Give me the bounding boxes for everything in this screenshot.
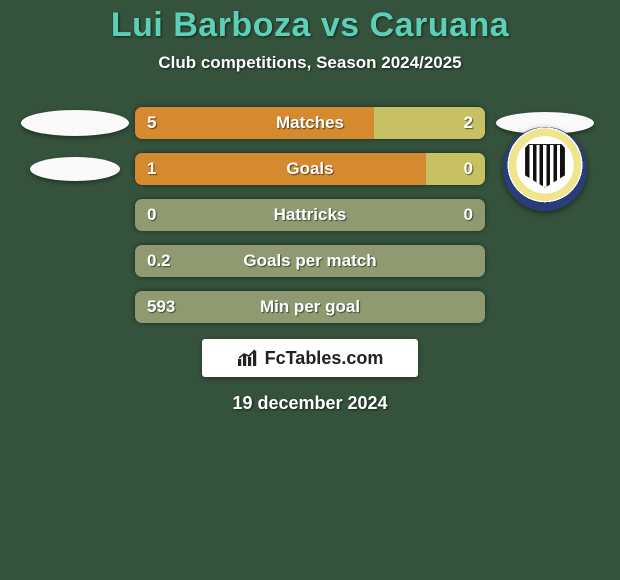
stat-bar: 593 Min per goal bbox=[135, 291, 485, 323]
date-text: 19 december 2024 bbox=[0, 393, 620, 414]
stat-bar: 0.2 Goals per match bbox=[135, 245, 485, 277]
stat-label: Goals bbox=[135, 153, 485, 185]
stat-right-value: 0 bbox=[464, 199, 473, 231]
stat-bar: 5 Matches 2 bbox=[135, 107, 485, 139]
stat-right-value: 2 bbox=[464, 107, 473, 139]
spacer bbox=[15, 245, 135, 277]
stat-label: Min per goal bbox=[135, 291, 485, 323]
stat-label: Hattricks bbox=[135, 199, 485, 231]
left-club-ellipse-icon bbox=[21, 110, 129, 136]
stat-right-value: 0 bbox=[464, 153, 473, 185]
page-title: Lui Barboza vs Caruana bbox=[0, 0, 620, 45]
stat-label: Matches bbox=[135, 107, 485, 139]
stat-row: 1 Goals 0 bbox=[0, 153, 620, 185]
stat-label: Goals per match bbox=[135, 245, 485, 277]
spacer bbox=[485, 291, 605, 323]
stat-row: 0.2 Goals per match bbox=[0, 245, 620, 277]
bars-icon bbox=[237, 349, 259, 367]
stat-bar: 1 Goals 0 bbox=[135, 153, 485, 185]
stat-bar: 0 Hattricks 0 bbox=[135, 199, 485, 231]
player-left-name: Lui Barboza bbox=[111, 6, 311, 44]
player-right-name: Caruana bbox=[370, 6, 510, 44]
vs-separator: vs bbox=[321, 6, 360, 44]
left-club-slot bbox=[15, 153, 135, 185]
crest-shield-icon bbox=[525, 144, 565, 188]
left-club-slot bbox=[15, 107, 135, 139]
stat-row: 593 Min per goal bbox=[0, 291, 620, 323]
right-club-crest-icon bbox=[503, 127, 587, 211]
spacer bbox=[15, 291, 135, 323]
branding-link[interactable]: FcTables.com bbox=[202, 339, 418, 377]
comparison-card: Lui Barboza vs Caruana Club competitions… bbox=[0, 0, 620, 580]
spacer bbox=[485, 245, 605, 277]
brand-text: FcTables.com bbox=[265, 348, 384, 369]
subtitle: Club competitions, Season 2024/2025 bbox=[0, 53, 620, 73]
spacer bbox=[15, 199, 135, 231]
right-club-slot bbox=[485, 153, 605, 185]
stats-container: 5 Matches 2 1 Goals 0 bbox=[0, 107, 620, 323]
left-club-ellipse-icon bbox=[30, 157, 120, 181]
